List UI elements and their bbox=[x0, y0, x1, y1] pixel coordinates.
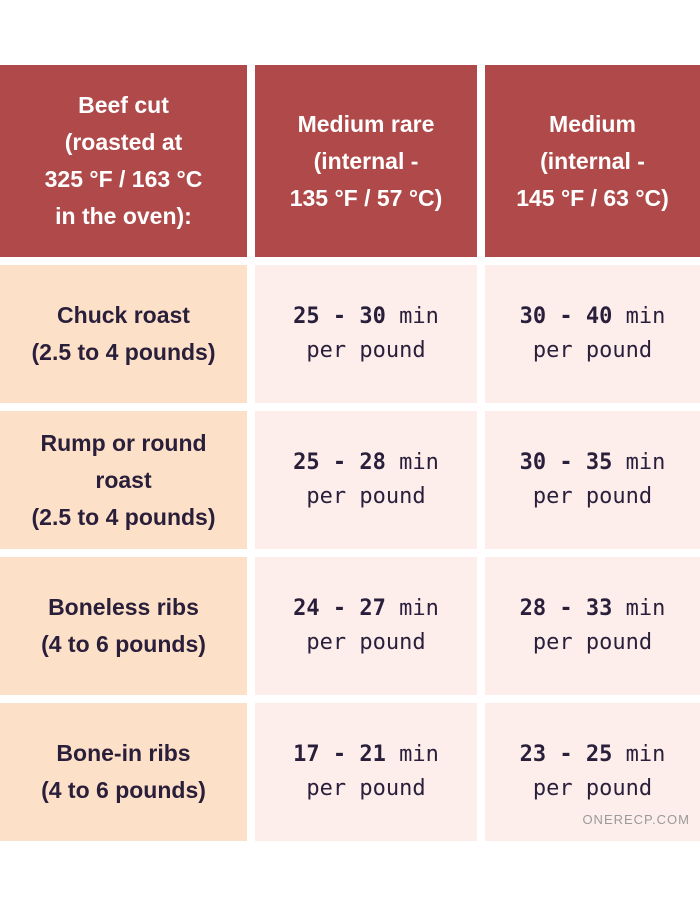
medium-time-cell: 23 - 25 min per pound bbox=[485, 703, 700, 841]
time-range: 30 - 40 bbox=[519, 304, 613, 329]
cut-cell: Rump or round roast (2.5 to 4 pounds) bbox=[0, 411, 247, 549]
time-range-line: 28 - 33 min bbox=[520, 592, 666, 626]
time-unit: min bbox=[612, 742, 666, 767]
cut-label: Bone-in ribs (4 to 6 pounds) bbox=[41, 740, 206, 803]
time-per: per pound bbox=[306, 484, 426, 509]
time-range-line: 30 - 40 min bbox=[520, 300, 666, 334]
time-range-line: 17 - 21 min bbox=[293, 738, 439, 772]
cut-cell: Bone-in ribs (4 to 6 pounds) bbox=[0, 703, 247, 841]
header-beef-cut-label: Beef cut (roasted at 325 °F / 163 °C in … bbox=[44, 92, 203, 229]
medium-rare-time-cell: 24 - 27 min per pound bbox=[255, 557, 477, 695]
cut-cell: Boneless ribs (4 to 6 pounds) bbox=[0, 557, 247, 695]
medium-time-cell: 28 - 33 min per pound bbox=[485, 557, 700, 695]
time-range-line: 25 - 28 min bbox=[293, 446, 439, 480]
time-range: 30 - 35 bbox=[519, 450, 613, 475]
time-range-line: 24 - 27 min bbox=[293, 592, 439, 626]
time-range: 25 - 28 bbox=[293, 450, 386, 475]
roasting-time-table: Beef cut (roasted at 325 °F / 163 °C in … bbox=[0, 65, 700, 841]
time-per: per pound bbox=[532, 338, 653, 363]
time-unit: min bbox=[612, 304, 666, 329]
time-per: per pound bbox=[532, 630, 653, 655]
time-per: per pound bbox=[532, 484, 653, 509]
medium-time-cell: 30 - 35 min per pound bbox=[485, 411, 700, 549]
header-medium-label: Medium (internal - 145 °F / 63 °C) bbox=[516, 110, 669, 211]
time-range-line: 25 - 30 min bbox=[293, 300, 439, 334]
cut-label: Boneless ribs (4 to 6 pounds) bbox=[41, 594, 206, 657]
time-per: per pound bbox=[532, 776, 653, 801]
medium-rare-time-cell: 17 - 21 min per pound bbox=[255, 703, 477, 841]
time-unit: min bbox=[385, 742, 439, 767]
cut-label: Rump or round roast (2.5 to 4 pounds) bbox=[31, 429, 216, 530]
header-medium: Medium (internal - 145 °F / 63 °C) bbox=[485, 65, 700, 257]
cut-cell: Chuck roast (2.5 to 4 pounds) bbox=[0, 265, 247, 403]
time-range-line: 30 - 35 min bbox=[520, 446, 666, 480]
time-range: 24 - 27 bbox=[293, 596, 386, 621]
header-beef-cut: Beef cut (roasted at 325 °F / 163 °C in … bbox=[0, 65, 247, 257]
time-unit: min bbox=[612, 450, 666, 475]
header-medium-rare: Medium rare (internal - 135 °F / 57 °C) bbox=[255, 65, 477, 257]
time-per: per pound bbox=[306, 776, 426, 801]
time-per: per pound bbox=[306, 630, 426, 655]
time-unit: min bbox=[385, 596, 439, 621]
time-range-line: 23 - 25 min bbox=[520, 738, 666, 772]
time-per: per pound bbox=[306, 338, 426, 363]
medium-rare-time-cell: 25 - 28 min per pound bbox=[255, 411, 477, 549]
time-unit: min bbox=[385, 304, 439, 329]
medium-time-cell: 30 - 40 min per pound bbox=[485, 265, 700, 403]
cut-label: Chuck roast (2.5 to 4 pounds) bbox=[31, 302, 216, 365]
time-unit: min bbox=[385, 450, 439, 475]
watermark: ONERECP.COM bbox=[582, 812, 690, 827]
time-range: 28 - 33 bbox=[519, 596, 613, 621]
medium-rare-time-cell: 25 - 30 min per pound bbox=[255, 265, 477, 403]
time-unit: min bbox=[612, 596, 666, 621]
time-range: 17 - 21 bbox=[293, 742, 386, 767]
time-range: 25 - 30 bbox=[293, 304, 386, 329]
time-range: 23 - 25 bbox=[519, 742, 613, 767]
header-medium-rare-label: Medium rare (internal - 135 °F / 57 °C) bbox=[289, 110, 443, 211]
